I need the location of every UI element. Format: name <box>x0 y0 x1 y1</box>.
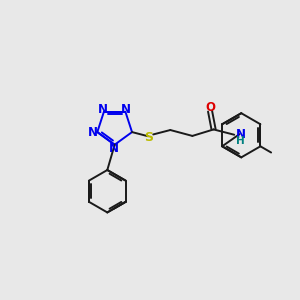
Text: N: N <box>110 142 119 155</box>
Text: N: N <box>121 103 131 116</box>
Text: O: O <box>205 100 215 114</box>
Text: N: N <box>236 128 246 141</box>
Text: S: S <box>145 131 154 144</box>
Text: N: N <box>98 103 108 116</box>
Text: N: N <box>88 126 98 139</box>
Text: H: H <box>236 136 244 146</box>
